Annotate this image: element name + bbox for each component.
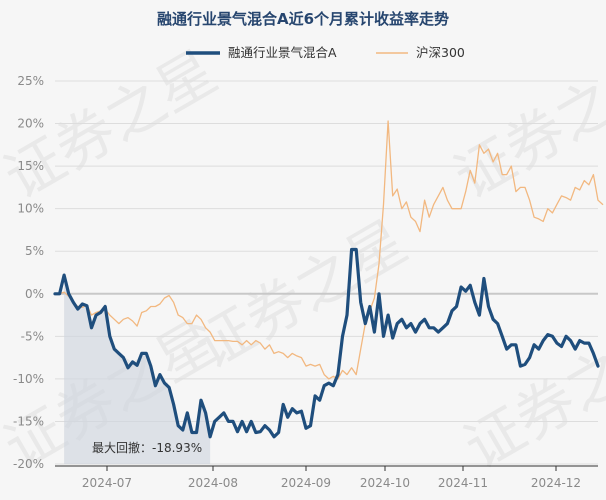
x-tick-label: 2024-10 <box>360 476 410 490</box>
y-tick-label: 5% <box>25 244 44 258</box>
legend-label-index: 沪深300 <box>416 45 465 60</box>
max-drawdown-area <box>64 275 211 464</box>
legend-label-fund: 融通行业景气混合A <box>228 45 337 60</box>
x-tick-label: 2024-11 <box>438 476 488 490</box>
y-tick-label: 25% <box>17 74 44 88</box>
index-line <box>54 120 604 380</box>
fund-line <box>53 247 600 439</box>
x-tick-label: 2024-12 <box>531 476 581 490</box>
x-tick-label: 2024-09 <box>281 476 331 490</box>
y-tick-label: 0% <box>25 287 44 301</box>
chart-title: 融通行业景气混合A近6个月累计收益率走势 <box>157 10 449 28</box>
y-tick-label: -20% <box>13 457 44 471</box>
max-drawdown-title: 最大回撤： <box>92 440 152 455</box>
x-tick-label: 2024-08 <box>188 476 238 490</box>
drawdown-fill <box>64 275 211 464</box>
y-tick-label: -5% <box>21 329 44 343</box>
y-tick-label: -15% <box>13 414 44 428</box>
x-axis: 2024-07 2024-08 2024-09 2024-10 2024-11 2024-… <box>55 465 598 490</box>
max-drawdown-value: -18.93% <box>152 441 202 455</box>
max-drawdown-label: 最大回撤：-18.93% <box>92 440 202 455</box>
watermark-text: 证券之星 <box>453 307 606 482</box>
y-tick-label: 15% <box>17 159 44 173</box>
y-tick-label: 20% <box>17 117 44 131</box>
series-lines <box>53 120 604 439</box>
y-tick-label: 10% <box>17 202 44 216</box>
legend: 融通行业景气混合A 沪深300 <box>186 45 465 60</box>
y-tick-label: -10% <box>13 372 44 386</box>
x-tick-label: 2024-07 <box>82 476 132 490</box>
y-axis: 25% 20% 15% 10% 5% 0% -5% -10% -15% -20% <box>13 74 44 471</box>
